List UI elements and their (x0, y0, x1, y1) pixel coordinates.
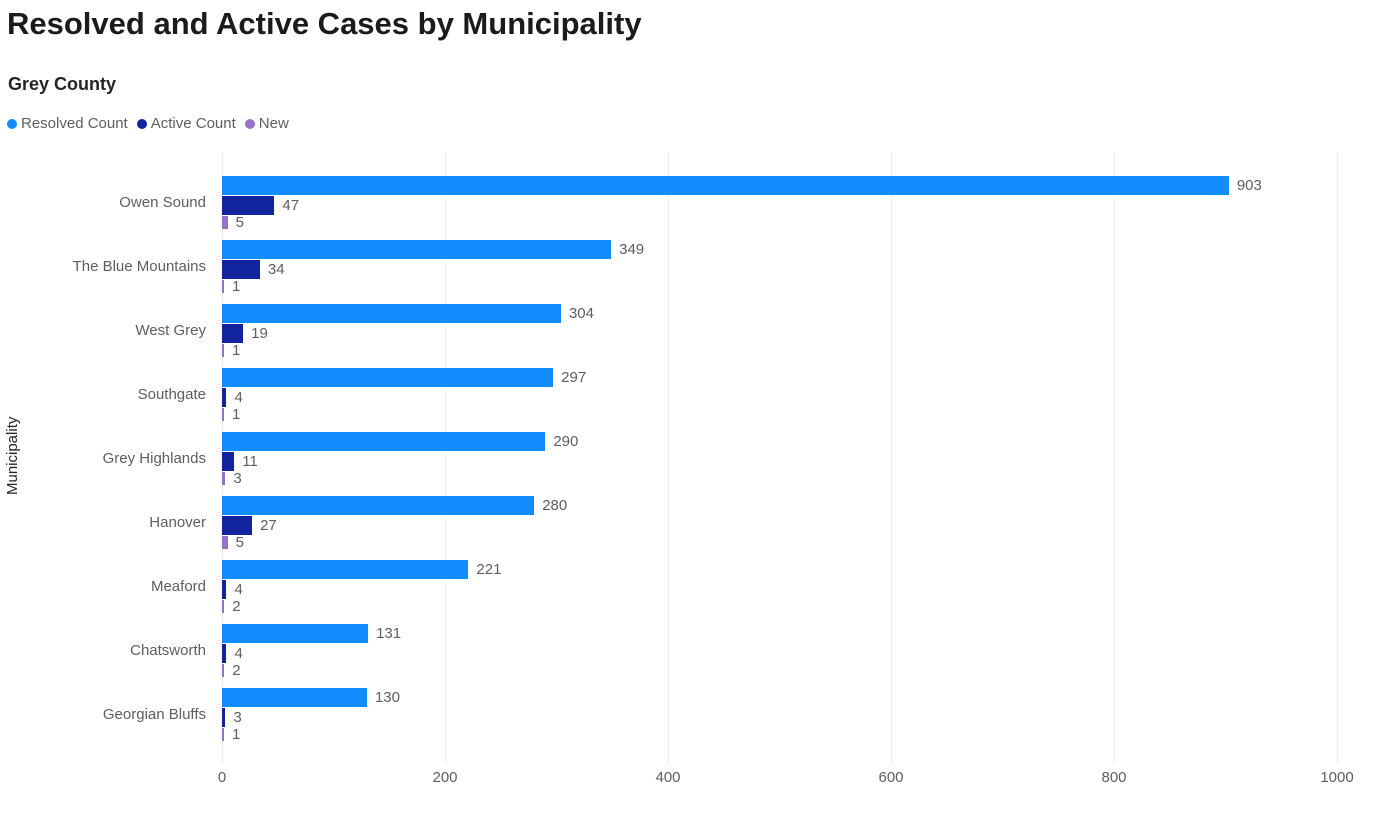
resolved-count-bar[interactable] (222, 432, 546, 451)
legend-item-resolved-count[interactable]: Resolved Count (7, 115, 128, 132)
category-label: Grey Highlands (102, 450, 206, 467)
bar-value-label: 280 (542, 497, 568, 514)
new-bar[interactable] (222, 536, 228, 549)
chart-subtitle: Grey County (8, 74, 117, 94)
x-tick-label: 200 (432, 769, 458, 786)
bar-value-label: 304 (568, 305, 594, 322)
category-label: The Blue Mountains (72, 258, 206, 275)
x-tick-label: 0 (217, 769, 227, 786)
gridline (668, 152, 669, 763)
chart-row-meaford: Meaford 221 4 2 (151, 555, 1384, 619)
resolved-count-bar[interactable] (222, 624, 369, 643)
bar-value-label: 2 (232, 662, 241, 679)
x-tick-label: 1000 (1320, 769, 1354, 786)
legend-item-new[interactable]: New (244, 115, 289, 132)
active-count-bar[interactable] (222, 644, 227, 663)
resolved-count-bar[interactable] (222, 240, 612, 259)
gridline (1337, 152, 1338, 763)
bar-value-label: 11 (242, 453, 258, 470)
new-bar[interactable] (222, 408, 224, 421)
bar-value-label: 3 (233, 470, 242, 487)
new-bar[interactable] (222, 728, 224, 741)
category-label: Georgian Bluffs (102, 706, 206, 723)
legend-dot-icon (136, 118, 147, 129)
gridline (445, 152, 446, 763)
bar-value-label: 903 (1236, 177, 1262, 194)
x-tick-label: 600 (878, 769, 904, 786)
bar-value-label: 27 (260, 517, 277, 534)
gridline (891, 152, 892, 763)
bar-value-label: 1 (232, 278, 241, 295)
chart-row-georgian-bluffs: Georgian Bluffs 130 3 1 (103, 683, 1384, 747)
chart-legend: Resolved Count Active Count New (7, 115, 298, 132)
bar-value-label: 5 (235, 214, 244, 231)
legend-dot-icon (7, 118, 17, 129)
active-count-bar[interactable] (222, 452, 235, 471)
bar-value-label: 47 (282, 197, 300, 214)
active-count-bar[interactable] (222, 516, 253, 535)
bar-value-label: 2 (232, 598, 241, 615)
bar-value-label: 131 (376, 625, 402, 642)
legend-label: Active Count (150, 115, 236, 132)
category-label: Meaford (150, 578, 206, 595)
resolved-count-bar[interactable] (222, 176, 1229, 195)
legend-dot-icon (244, 118, 255, 129)
chart-row-west-grey: West Grey 304 19 1 (135, 299, 1384, 363)
category-label: Chatsworth (130, 642, 206, 659)
category-label: Owen Sound (119, 194, 206, 211)
legend-label: Resolved Count (21, 115, 128, 132)
resolved-count-bar[interactable] (222, 560, 469, 579)
active-count-bar[interactable] (222, 196, 275, 215)
resolved-count-bar[interactable] (222, 496, 535, 515)
new-bar[interactable] (222, 664, 225, 677)
new-bar[interactable] (222, 216, 228, 229)
chart-row-southgate: Southgate 297 4 1 (138, 363, 1384, 427)
resolved-count-bar[interactable] (222, 688, 367, 707)
x-tick-label: 400 (655, 769, 681, 786)
bar-value-label: 130 (374, 689, 400, 706)
chart-row-chatsworth: Chatsworth 131 4 2 (130, 619, 1384, 683)
legend-label: New (258, 115, 289, 132)
x-tick-label: 800 (1101, 769, 1127, 786)
bar-value-label: 4 (234, 645, 243, 662)
active-count-bar[interactable] (222, 580, 227, 599)
bar-value-label: 5 (235, 534, 244, 551)
chart-row-owen-sound: Owen Sound 903 47 5 (119, 171, 1384, 235)
bar-value-label: 1 (232, 726, 241, 743)
chart-row-the-blue-mountains: The Blue Mountains 349 34 1 (73, 235, 1384, 299)
new-bar[interactable] (222, 280, 224, 293)
legend-item-active-count[interactable]: Active Count (136, 115, 236, 132)
new-bar[interactable] (222, 472, 226, 485)
bar-value-label: 290 (553, 433, 579, 450)
bar-value-label: 1 (232, 406, 241, 423)
bar-value-label: 4 (234, 581, 243, 598)
active-count-bar[interactable] (222, 388, 227, 407)
bar-value-label: 19 (251, 325, 268, 342)
resolved-count-bar[interactable] (222, 368, 554, 387)
category-label: West Grey (135, 322, 206, 339)
bar-value-label: 4 (234, 389, 243, 406)
page-title: Resolved and Active Cases by Municipalit… (7, 6, 642, 41)
category-label: Hanover (149, 514, 206, 531)
new-bar[interactable] (222, 600, 225, 613)
bar-value-label: 34 (267, 261, 285, 278)
bar-value-label: 221 (476, 561, 502, 578)
active-count-bar[interactable] (222, 324, 244, 343)
bar-value-label: 3 (233, 709, 242, 726)
chart-row-hanover: Hanover 280 27 5 (149, 491, 1384, 555)
new-bar[interactable] (222, 344, 224, 357)
bar-value-label: 297 (561, 369, 587, 386)
resolved-count-bar[interactable] (222, 304, 561, 323)
category-label: Southgate (137, 386, 206, 403)
bar-value-label: 1 (232, 342, 241, 359)
bar-value-label: 349 (619, 241, 645, 258)
gridline (1114, 152, 1115, 763)
chart-row-grey-highlands: Grey Highlands 290 11 3 (103, 427, 1384, 491)
plot-area: 0 200 400 600 800 1000 Owen Sound 903 47 5 The Blu… (73, 152, 1384, 786)
active-count-bar[interactable] (222, 260, 260, 279)
active-count-bar[interactable] (222, 708, 226, 727)
